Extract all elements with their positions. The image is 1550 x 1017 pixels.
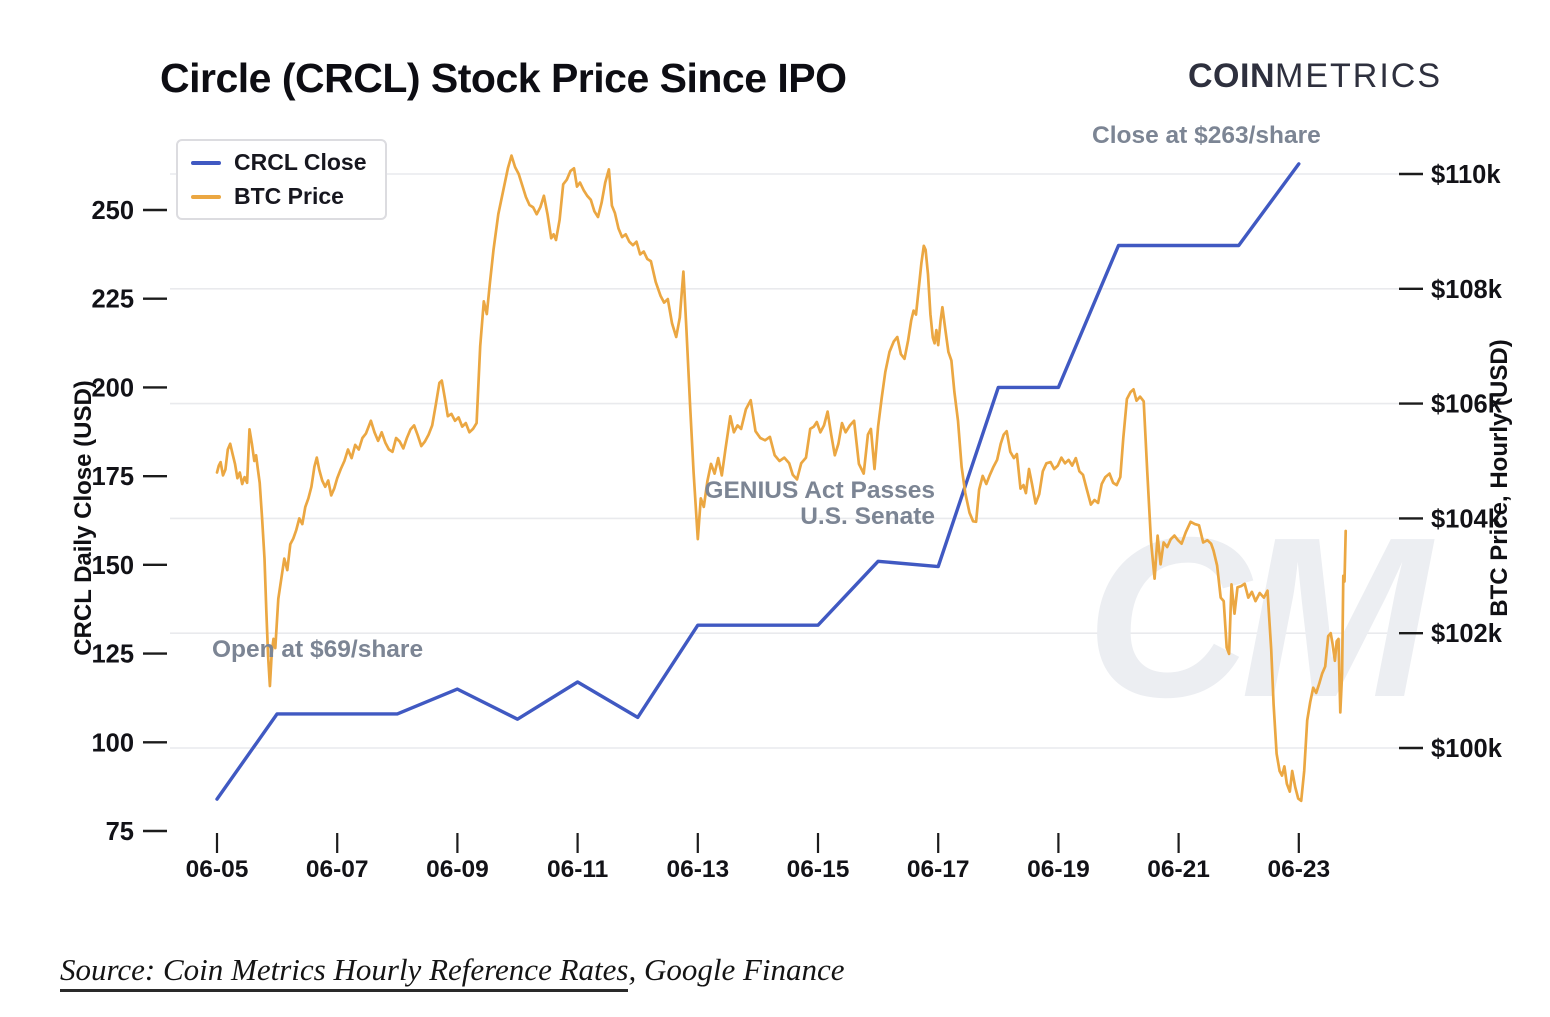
logo-metrics-text: METRICS: [1275, 57, 1442, 95]
left-axis-tick-label: 200: [91, 374, 134, 402]
genius-act-annotation-line2: U.S. Senate: [800, 503, 935, 531]
genius-act-annotation-line1: GENIUS Act Passes: [704, 477, 935, 504]
chart-legend: CRCL Close BTC Price: [176, 139, 387, 220]
page-title: Circle (CRCL) Stock Price Since IPO: [160, 55, 847, 101]
x-axis-tick-label: 06-13: [666, 856, 729, 883]
legend-item-crcl: CRCL Close: [191, 149, 367, 176]
crcl-line-swatch: [191, 160, 221, 165]
x-axis-tick-label: 06-15: [787, 856, 850, 883]
right-axis-tick-label: $102k: [1431, 620, 1503, 648]
right-axis-tick-label: $106k: [1431, 391, 1503, 419]
right-axis-title: BTC Price, Hourly (USD): [1486, 339, 1513, 617]
left-axis-tick-label: 225: [91, 286, 134, 314]
right-axis-tick-label: $108k: [1431, 276, 1503, 304]
source-link[interactable]: Source: Coin Metrics Hourly Reference Ra…: [60, 952, 629, 992]
coinmetrics-logo: COINMETRICS: [1188, 57, 1442, 96]
genius-act-annotation: GENIUS Act Passes U.S. Senate: [620, 477, 935, 531]
legend-label-crcl: CRCL Close: [234, 149, 367, 175]
right-axis-tick-label: $104k: [1431, 505, 1503, 533]
right-axis-tick-label: $110k: [1431, 161, 1501, 189]
source-citation: Source: Coin Metrics Hourly Reference Ra…: [60, 952, 845, 992]
stock-price-chart: CM 250 225 200 175 150 125 100 75 $110k $108k $106k…: [91, 154, 1503, 883]
x-axis-tick-label: 06-17: [907, 856, 970, 883]
btc-line-swatch: [191, 194, 221, 199]
x-axis-tick-label: 06-09: [426, 856, 489, 883]
left-axis-tick-label: 100: [91, 729, 134, 757]
close-price-annotation: Close at $263/share: [1092, 122, 1321, 149]
btc-price-line: [215, 154, 1348, 803]
right-axis-tick-label: $100k: [1431, 735, 1503, 763]
legend-label-btc: BTC Price: [234, 183, 344, 209]
x-axis-tick-label: 06-11: [547, 856, 608, 883]
legend-item-btc: BTC Price: [191, 183, 367, 210]
cm-watermark: CM: [1086, 491, 1435, 745]
left-axis-title: CRCL Daily Close (USD): [70, 380, 97, 656]
x-axis-tick-label: 06-21: [1147, 856, 1210, 883]
open-price-annotation: Open at $69/share: [212, 636, 424, 663]
left-axis-tick-label: 125: [91, 641, 134, 669]
source-rest: , Google Finance: [628, 952, 845, 987]
left-axis-tick-label: 250: [91, 197, 134, 225]
left-axis-tick-label: 175: [91, 463, 134, 491]
left-axis-tick-label: 150: [91, 552, 134, 580]
logo-coin-text: COIN: [1188, 57, 1275, 95]
x-axis-tick-label: 06-19: [1027, 856, 1090, 883]
x-axis-tick-label: 06-23: [1267, 856, 1330, 883]
crcl-close-line: [215, 162, 1301, 801]
x-axis-tick-label: 06-05: [186, 856, 249, 883]
x-axis-tick-label: 06-07: [306, 856, 369, 883]
left-axis-tick-label: 75: [106, 818, 134, 846]
